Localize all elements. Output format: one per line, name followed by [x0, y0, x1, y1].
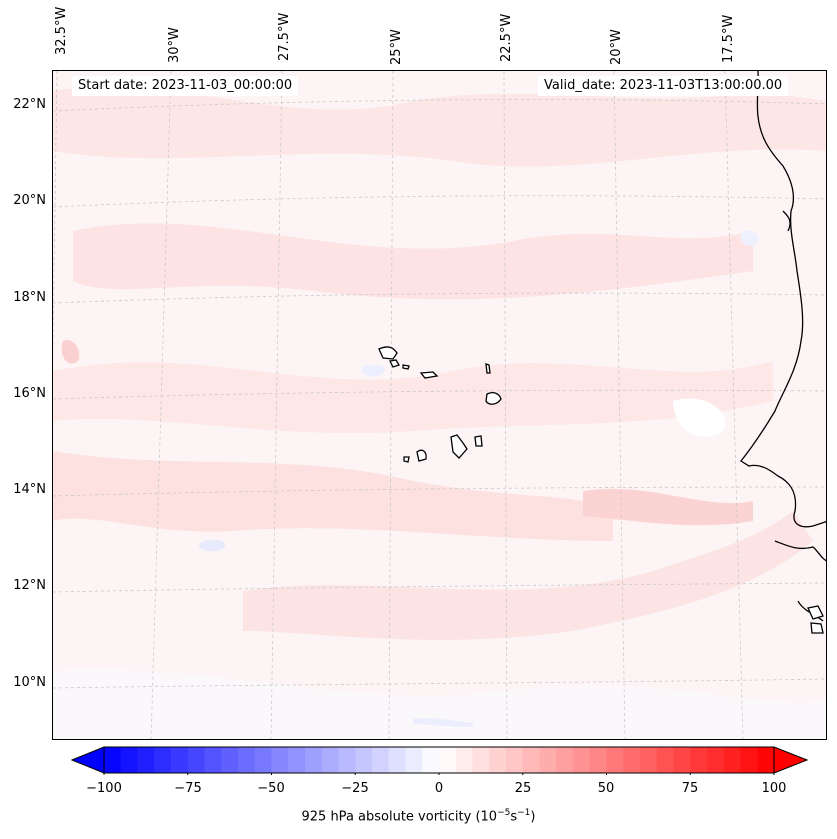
start-date-label: Start date: 2023-11-03_00:00:00 [72, 76, 299, 96]
colorbar-cell [723, 747, 742, 773]
colorbar-extend-min-arrow [70, 746, 105, 774]
colorbar-tick-75: 75 [681, 781, 699, 796]
lat-label-10n: 10°N [13, 675, 46, 690]
lon-label-30w: 30°W [167, 27, 182, 63]
colorbar-cell [204, 747, 222, 773]
colorbar-cell [707, 747, 725, 773]
colorbar-tick-0: 0 [434, 781, 444, 796]
vorticity-field [53, 71, 826, 739]
colorbar-cell [104, 747, 122, 773]
colorbar-cell [489, 747, 507, 773]
colorbar-cell [573, 747, 591, 773]
colorbar-cell [589, 747, 608, 773]
colorbar-cell [120, 747, 139, 773]
lon-label-32.5w: 32.5°W [54, 6, 69, 55]
colorbar-cell [455, 747, 474, 773]
colorbar-cell [271, 747, 289, 773]
colorbar-tick-neg50: −50 [257, 781, 285, 796]
colorbar-cell [137, 747, 155, 773]
colorbar-cell [321, 747, 340, 773]
colorbar-cell [757, 747, 775, 773]
colorbar [70, 746, 809, 775]
lon-label-25w: 25°W [389, 29, 404, 65]
lat-label-18n: 18°N [13, 290, 46, 305]
colorbar-cell [254, 747, 273, 773]
lat-label-20n: 20°N [13, 193, 46, 208]
colorbar-tick-25: 25 [514, 781, 532, 796]
colorbar-tick-neg25: −25 [341, 781, 369, 796]
lat-label-14n: 14°N [13, 482, 46, 497]
lon-label-27.5w: 27.5°W [277, 12, 292, 61]
colorbar-cell [506, 747, 524, 773]
lat-label-22n: 22°N [13, 97, 46, 112]
colorbar-cell [472, 747, 490, 773]
colorbar-cell [171, 747, 189, 773]
colorbar-cell [221, 747, 239, 773]
colorbar-cell [288, 747, 306, 773]
colorbar-tick-100: 100 [761, 781, 787, 796]
colorbar-title: 925 hPa absolute vorticity (10−5s−1) [301, 808, 536, 825]
colorbar-cell [606, 747, 624, 773]
lon-label-17.5w: 17.5°W [721, 14, 736, 63]
colorbar-cell [656, 747, 675, 773]
colorbar-cell [154, 747, 172, 773]
colorbar-cell [439, 747, 457, 773]
colorbar-cell [690, 747, 708, 773]
lon-label-20w: 20°W [609, 29, 624, 65]
cape-verde-islands [378, 346, 824, 634]
lat-label-16n: 16°N [13, 386, 46, 401]
colorbar-extend-max-arrow [773, 746, 809, 774]
colorbar-cell [388, 747, 407, 773]
colorbar-cell [372, 747, 390, 773]
lon-label-22.5w: 22.5°W [499, 13, 514, 62]
colorbar-cell [640, 747, 658, 773]
colorbar-cell [522, 747, 541, 773]
colorbar-cell [238, 747, 256, 773]
colorbar-cell [305, 747, 323, 773]
colorbar-tick-neg100: −100 [86, 781, 122, 796]
colorbar-cell [740, 747, 758, 773]
graticule [53, 71, 826, 739]
colorbar-cell [405, 747, 423, 773]
colorbar-tick-50: 50 [597, 781, 615, 796]
colorbar-cell [623, 747, 641, 773]
colorbar-cell [187, 747, 206, 773]
colorbar-cell [338, 747, 356, 773]
colorbar-cell [556, 747, 574, 773]
map-panel [52, 70, 827, 740]
colorbar-tick-neg75: −75 [174, 781, 202, 796]
map-canvas [53, 71, 826, 739]
colorbar-cell [673, 747, 691, 773]
colorbar-cell [422, 747, 440, 773]
colorbar-cell [539, 747, 557, 773]
colorbar-cell [355, 747, 373, 773]
lat-label-12n: 12°N [13, 578, 46, 593]
valid-date-label: Valid_date: 2023-11-03T13:00:00.00 [538, 76, 789, 96]
